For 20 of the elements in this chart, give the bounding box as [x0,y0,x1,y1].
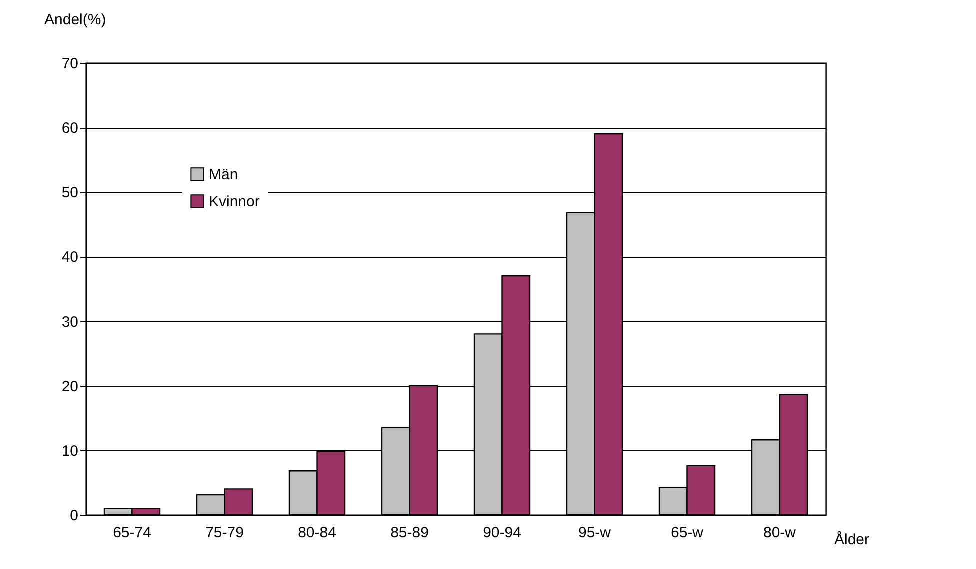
x-tick-label: 65-74 [113,524,152,542]
legend-label: Män [209,166,238,184]
x-tick-label: 75-79 [206,524,244,542]
y-tick-label: 60 [62,120,78,138]
x-tick-label: 80-w [763,524,796,542]
y-tick-label: 10 [62,442,78,460]
y-tick-label: 50 [62,184,78,202]
x-tick-label: 65-w [670,524,704,542]
x-tick-label: 85-89 [390,524,429,542]
x-tick-label: 90-94 [483,524,522,542]
x-tick-label: 95-w [578,524,612,542]
y-tick-label: 30 [62,314,78,331]
y-tick-label: 20 [62,378,78,396]
x-tick-label: 80-84 [298,524,336,542]
x-axis-title: Ålder [834,530,870,548]
legend-label: Kvinnor [209,194,260,210]
y-tick-label: 0 [70,508,78,524]
y-tick-label: 70 [62,56,78,72]
y-tick-label: 40 [62,249,78,266]
y-axis-title: Andel(%) [44,12,106,28]
